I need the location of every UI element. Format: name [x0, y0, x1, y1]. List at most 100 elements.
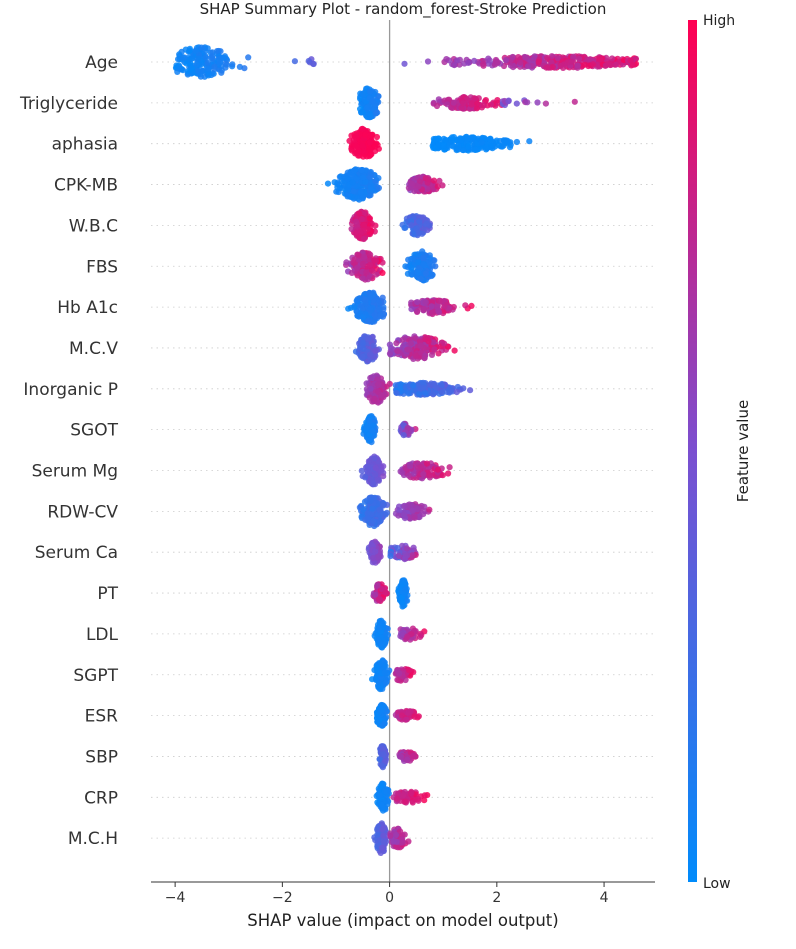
data-point	[414, 795, 422, 803]
data-point	[609, 55, 616, 62]
data-point	[421, 792, 428, 799]
data-point	[359, 91, 366, 98]
data-point	[366, 145, 373, 152]
feature-label: M.C.V	[69, 339, 118, 359]
data-point	[344, 193, 351, 200]
data-point	[420, 384, 427, 391]
data-point	[443, 56, 450, 63]
data-point	[380, 623, 387, 630]
data-point	[430, 144, 437, 151]
data-point	[367, 174, 374, 181]
data-point	[376, 306, 383, 313]
data-point	[454, 383, 461, 391]
data-point	[527, 57, 534, 64]
data-point	[404, 633, 411, 640]
data-point	[363, 424, 370, 431]
data-point	[372, 464, 379, 471]
data-point	[524, 99, 531, 106]
data-point	[360, 345, 367, 352]
feature-label: ESR	[85, 707, 119, 727]
data-point	[438, 382, 445, 389]
data-point	[214, 48, 221, 55]
data-point	[174, 68, 181, 75]
data-point	[359, 143, 366, 150]
data-point	[382, 679, 390, 687]
data-point	[223, 61, 230, 68]
data-point	[560, 61, 568, 68]
data-point	[291, 58, 298, 65]
data-point	[464, 135, 471, 142]
feature-label: PT	[97, 584, 118, 604]
data-point	[351, 194, 358, 201]
data-point	[549, 63, 556, 71]
data-point	[502, 137, 509, 144]
data-point	[204, 59, 211, 66]
x-axis-label: SHAP value (impact on model output)	[247, 911, 558, 930]
data-point	[420, 379, 427, 386]
data-point	[445, 470, 452, 477]
data-point	[387, 832, 394, 840]
data-point	[366, 417, 373, 424]
data-point	[352, 142, 359, 150]
data-point	[245, 54, 252, 61]
feature-label: SGPT	[73, 666, 118, 686]
data-point	[417, 178, 424, 185]
data-point	[380, 832, 387, 839]
data-point	[412, 335, 419, 342]
data-point	[434, 466, 441, 473]
data-point	[393, 795, 400, 802]
data-point	[465, 143, 472, 150]
data-point	[369, 267, 376, 275]
data-point	[383, 636, 390, 643]
data-point	[392, 831, 400, 838]
data-point	[377, 783, 384, 790]
data-point	[401, 224, 408, 231]
data-point	[495, 142, 502, 149]
data-point	[420, 214, 427, 221]
colorbar: High Low Feature value	[688, 13, 752, 892]
feature-label: Serum Ca	[35, 543, 118, 563]
data-point	[349, 179, 356, 186]
data-point	[435, 350, 442, 357]
data-point	[439, 472, 446, 479]
data-point	[371, 395, 378, 402]
data-point	[435, 96, 442, 103]
data-point	[401, 502, 408, 509]
data-point	[367, 374, 374, 382]
data-point	[376, 618, 383, 625]
data-point	[487, 136, 494, 143]
data-point	[344, 175, 351, 183]
feature-label: FBS	[86, 257, 118, 277]
data-point	[451, 62, 458, 69]
data-point	[425, 176, 432, 183]
data-point	[378, 801, 385, 809]
data-point	[195, 55, 202, 62]
data-point	[379, 294, 386, 301]
data-point	[193, 61, 200, 68]
data-point	[179, 54, 187, 61]
data-point	[590, 61, 597, 68]
data-point	[369, 292, 376, 299]
data-point	[355, 147, 362, 154]
data-point	[500, 142, 507, 149]
data-point	[366, 257, 373, 264]
data-points	[172, 44, 640, 857]
data-point	[382, 662, 389, 670]
data-point	[448, 134, 456, 141]
data-point	[367, 251, 374, 258]
data-point	[358, 216, 365, 223]
data-point	[581, 61, 588, 68]
data-point	[402, 586, 409, 593]
data-point	[368, 476, 375, 484]
feature-label: RDW-CV	[47, 502, 118, 522]
data-point	[360, 235, 367, 243]
data-point	[405, 838, 412, 845]
data-point	[412, 352, 419, 359]
data-point	[360, 153, 367, 160]
data-point	[420, 261, 427, 268]
data-point	[415, 183, 422, 190]
data-point	[374, 718, 381, 725]
data-point	[372, 471, 379, 478]
